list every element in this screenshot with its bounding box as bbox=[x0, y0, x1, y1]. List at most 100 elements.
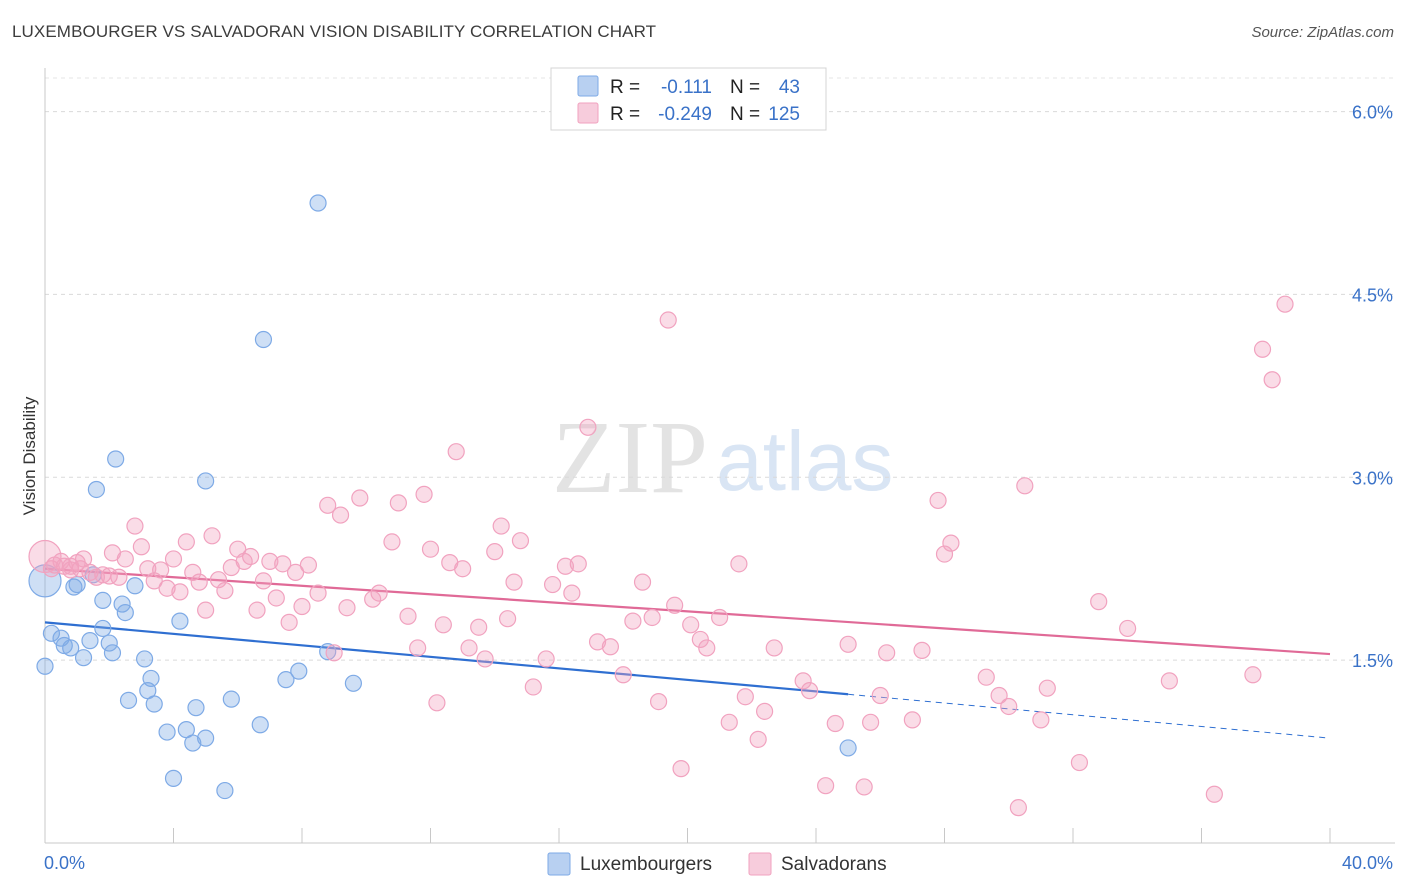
point-luxembourgers-41 bbox=[839, 739, 857, 757]
point-salvadorans-109 bbox=[929, 491, 947, 510]
point-luxembourgers-18 bbox=[119, 691, 138, 709]
point-salvadorans-101 bbox=[826, 714, 844, 733]
point-salvadorans-125 bbox=[1253, 340, 1272, 358]
point-salvadorans-82 bbox=[633, 573, 652, 591]
point-luxembourgers-36 bbox=[277, 671, 295, 689]
point-salvadorans-50 bbox=[364, 590, 382, 608]
axes bbox=[44, 68, 1395, 844]
point-salvadorans-77 bbox=[579, 418, 597, 436]
point-luxembourgers-7 bbox=[74, 649, 93, 667]
y-tick-label-0: 1.5% bbox=[1352, 651, 1393, 671]
point-luxembourgers-22 bbox=[142, 669, 160, 688]
point-salvadorans-57 bbox=[421, 540, 440, 558]
point-salvadorans-111 bbox=[942, 534, 960, 552]
point-salvadorans-36 bbox=[254, 572, 273, 590]
point-salvadorans-39 bbox=[274, 555, 292, 573]
point-salvadorans-61 bbox=[447, 443, 465, 461]
point-luxembourgers-38 bbox=[309, 194, 327, 212]
point-luxembourgers-23 bbox=[145, 695, 163, 713]
point-salvadorans-52 bbox=[383, 533, 401, 551]
point-salvadorans-38 bbox=[267, 589, 285, 607]
point-salvadorans-103 bbox=[855, 778, 873, 796]
point-salvadorans-89 bbox=[691, 630, 709, 649]
point-salvadorans-93 bbox=[730, 555, 748, 573]
trend-line-salvadorans bbox=[44, 567, 1331, 656]
point-salvadorans-118 bbox=[1016, 477, 1034, 495]
point-salvadorans-97 bbox=[765, 639, 783, 657]
point-salvadorans-54 bbox=[399, 607, 417, 625]
point-luxembourgers-10 bbox=[87, 480, 106, 499]
point-salvadorans-92 bbox=[720, 713, 738, 731]
point-salvadorans-65 bbox=[476, 650, 494, 668]
grid-lines bbox=[45, 77, 1395, 661]
legend-swatch-luxembourgers bbox=[547, 852, 571, 876]
point-salvadorans-63 bbox=[460, 639, 478, 657]
stats-swatch-salvadorans bbox=[577, 102, 599, 124]
point-salvadorans-24 bbox=[177, 533, 195, 551]
point-salvadorans-122 bbox=[1160, 672, 1178, 690]
point-luxembourgers-30 bbox=[197, 729, 215, 747]
point-luxembourgers-17 bbox=[116, 603, 134, 622]
point-salvadorans-27 bbox=[197, 601, 215, 619]
point-luxembourgers-11 bbox=[94, 591, 112, 610]
legend-swatch-salvadorans bbox=[748, 852, 772, 876]
stats-legend: R = -0.111 N = 43 R = -0.249 N = 125 bbox=[550, 67, 827, 131]
point-luxembourgers-12 bbox=[94, 619, 112, 638]
stats-r-label-1: R = bbox=[610, 104, 640, 125]
point-salvadorans-87 bbox=[672, 760, 690, 778]
point-salvadorans-16 bbox=[126, 517, 144, 535]
point-luxembourgers-15 bbox=[107, 450, 125, 468]
point-salvadorans-23 bbox=[171, 583, 189, 601]
stats-n-label-0: N = bbox=[730, 77, 760, 98]
stats-n-label-1: N = bbox=[730, 104, 760, 125]
watermark-zip: ZIP bbox=[552, 400, 708, 515]
point-luxembourgers-6 bbox=[68, 575, 86, 594]
point-luxembourgers-14 bbox=[103, 644, 122, 662]
point-salvadorans-47 bbox=[331, 506, 350, 524]
point-luxembourgers-4 bbox=[62, 639, 80, 657]
chart-source: Source: ZipAtlas.com bbox=[1251, 24, 1394, 41]
point-salvadorans-98 bbox=[794, 672, 812, 690]
point-salvadorans-28 bbox=[203, 527, 221, 545]
point-salvadorans-86 bbox=[666, 596, 684, 614]
x-tick-label-min: 0.0% bbox=[44, 853, 85, 873]
point-salvadorans-107 bbox=[903, 711, 921, 729]
point-salvadorans-44 bbox=[309, 584, 327, 602]
point-salvadorans-40 bbox=[280, 613, 298, 631]
point-salvadorans-124 bbox=[1244, 666, 1262, 684]
point-salvadorans-106 bbox=[878, 644, 896, 662]
point-salvadorans-51 bbox=[370, 584, 388, 602]
point-salvadorans-119 bbox=[1032, 711, 1050, 729]
point-salvadorans-56 bbox=[415, 485, 433, 503]
point-luxembourgers-33 bbox=[222, 690, 240, 708]
y-tick-label-1: 3.0% bbox=[1352, 468, 1393, 488]
point-salvadorans-83 bbox=[643, 608, 661, 627]
point-salvadorans-88 bbox=[682, 616, 700, 634]
point-salvadorans-85 bbox=[659, 311, 677, 329]
point-luxembourgers-20 bbox=[135, 650, 154, 668]
point-salvadorans-128 bbox=[62, 557, 80, 575]
point-salvadorans-69 bbox=[505, 573, 523, 591]
point-salvadorans-121 bbox=[1119, 619, 1137, 638]
point-salvadorans-100 bbox=[817, 777, 835, 795]
tick-labels: 1.5% 3.0% 4.5% 6.0% 0.0% 40.0% bbox=[44, 103, 1393, 873]
point-salvadorans-53 bbox=[389, 494, 407, 512]
series-legend: Luxembourgers Salvadorans bbox=[547, 852, 887, 876]
point-salvadorans-55 bbox=[409, 639, 427, 657]
point-salvadorans-20 bbox=[152, 561, 170, 579]
point-salvadorans-113 bbox=[990, 686, 1008, 705]
point-salvadorans-34 bbox=[242, 547, 260, 566]
point-salvadorans-108 bbox=[913, 641, 931, 659]
point-salvadorans-84 bbox=[649, 692, 668, 711]
point-luxembourgers-42 bbox=[36, 657, 54, 675]
point-salvadorans-46 bbox=[325, 644, 343, 662]
point-luxembourgers-26 bbox=[171, 612, 189, 630]
point-luxembourgers-8 bbox=[81, 632, 99, 650]
point-salvadorans-30 bbox=[216, 582, 234, 600]
point-salvadorans-110 bbox=[935, 545, 954, 563]
point-luxembourgers-1 bbox=[42, 624, 61, 642]
point-salvadorans-66 bbox=[486, 543, 504, 561]
stats-r-value-0: -0.111 bbox=[661, 77, 712, 98]
point-salvadorans-64 bbox=[470, 618, 488, 636]
point-salvadorans-112 bbox=[977, 668, 995, 686]
